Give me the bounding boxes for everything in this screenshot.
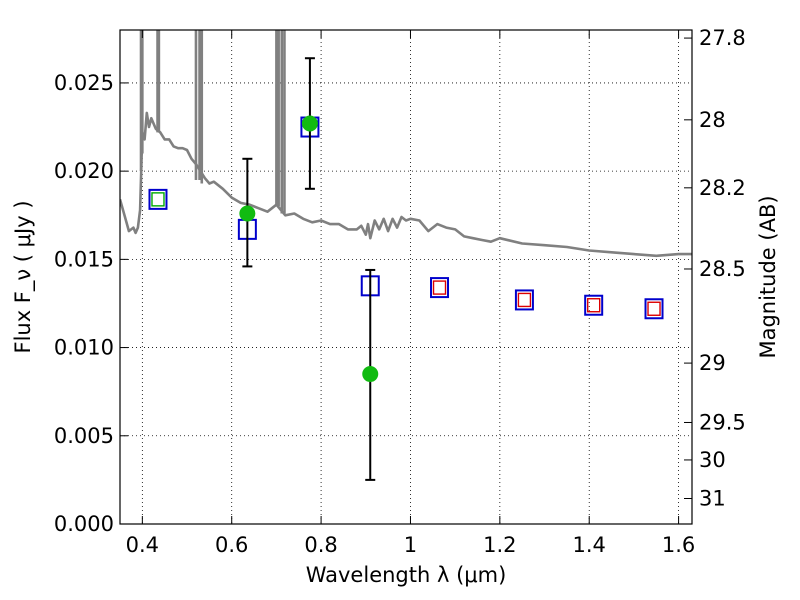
right-tick-label: 28.2: [699, 176, 746, 200]
right-tick-label: 28.5: [699, 257, 746, 281]
model-square: [432, 280, 447, 295]
model-square: [586, 298, 601, 313]
y-tick-label: 0.000: [54, 512, 114, 536]
x-tick-label: 1.4: [573, 533, 606, 557]
photometry-square: [514, 289, 534, 311]
model-square: [151, 192, 165, 207]
measurement-point: [362, 366, 379, 383]
photometry-square: [644, 298, 664, 320]
right-tick-label: 27.8: [699, 26, 746, 50]
y-tick-label: 0.015: [54, 247, 114, 271]
model-square: [517, 292, 532, 308]
x-tick-label: 1: [404, 533, 417, 557]
plot-frame: [119, 29, 693, 525]
x-tick-label: 0.6: [215, 533, 248, 557]
right-tick-label: 30: [699, 448, 726, 472]
measurement-point: [301, 115, 318, 132]
y-tick-label: 0.010: [54, 336, 114, 360]
measurement-point: [239, 205, 256, 222]
plot-area: [120, 30, 692, 258]
photometry-square: [430, 277, 450, 299]
right-tick-label: 28: [699, 108, 726, 132]
y-tick-label: 0.005: [54, 424, 114, 448]
x-tick-label: 1.2: [483, 533, 516, 557]
y-tick-label: 0.020: [54, 159, 114, 183]
y-axis-right-label: Magnitude (AB): [756, 195, 780, 358]
x-tick-label: 0.8: [304, 533, 337, 557]
x-axis-label: Wavelength λ (μm): [306, 563, 507, 587]
x-tick-label: 0.4: [126, 533, 159, 557]
axis-ticks: 0.4 0.6 0.8 1 1.2 1.4 1.6 0.000 0.005 0.010 0.015 0…: [54, 26, 746, 557]
x-tick-label: 1.6: [662, 533, 695, 557]
y-axis-label: Flux F_ν ( μJy ): [11, 200, 36, 353]
photometry-square: [584, 294, 604, 316]
model-spectrum: [120, 30, 692, 258]
data-markers: [148, 57, 664, 481]
right-tick-label: 29.5: [699, 410, 746, 434]
photometry-square: [148, 188, 168, 210]
y-tick-label: 0.025: [54, 71, 114, 95]
right-tick-label: 29: [699, 351, 726, 375]
model-square: [647, 301, 661, 316]
right-tick-label: 31: [699, 486, 726, 510]
